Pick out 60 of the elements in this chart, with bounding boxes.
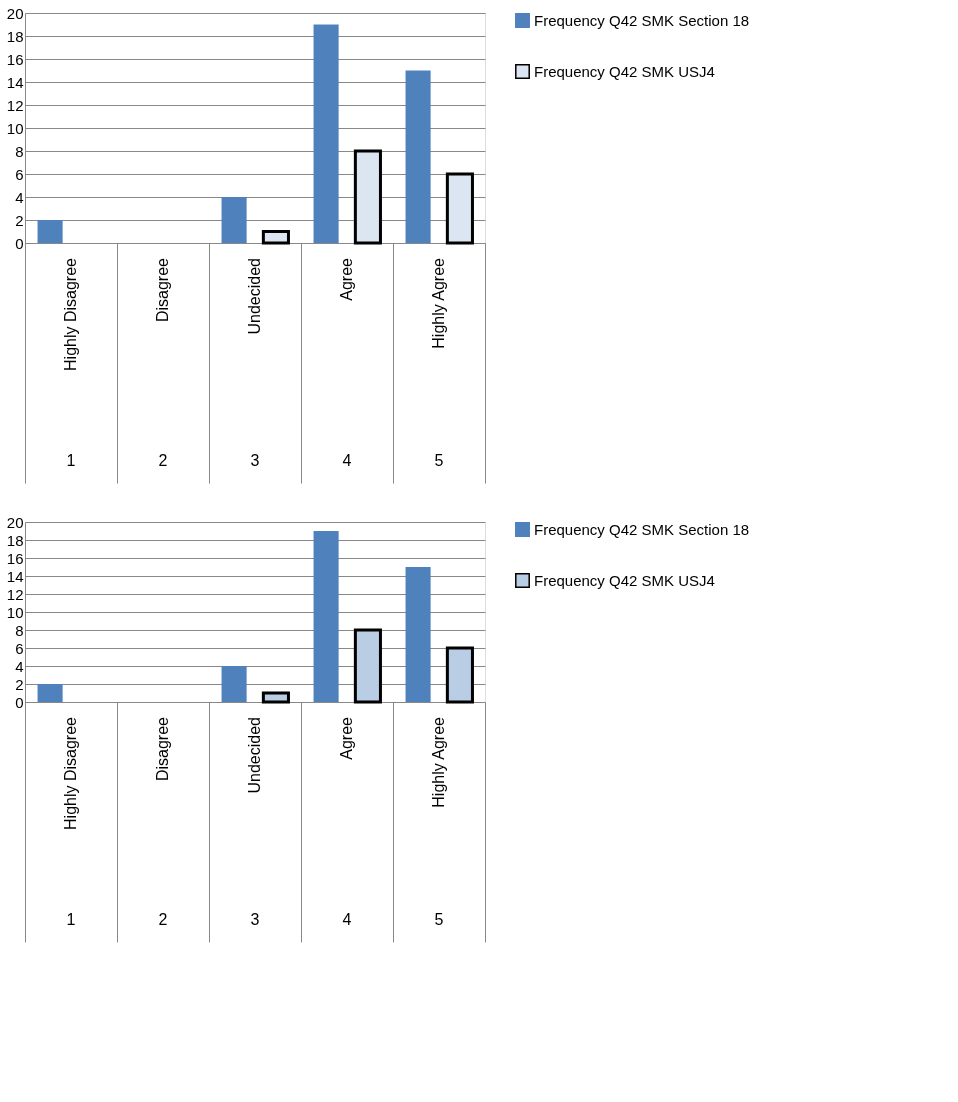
y-tick-label: 20 (6, 4, 24, 22)
bar (313, 24, 339, 243)
x-tick-label: Disagree (154, 257, 171, 323)
y-tick-label: 0 (15, 693, 24, 711)
text: 2 (158, 452, 168, 469)
bar (405, 567, 431, 702)
text: 4 (342, 911, 352, 928)
text: 3 (250, 452, 260, 469)
bar (353, 628, 382, 704)
y-tick-label: 12 (6, 96, 24, 114)
y-tick-label: 10 (6, 603, 24, 621)
y-tick-label: 6 (15, 639, 24, 657)
y-tick-label: 20 (6, 513, 24, 531)
bar (445, 646, 474, 704)
x-tick-label: Disagree (154, 716, 171, 782)
bar (261, 691, 290, 704)
x-tick-label: Highly Disagree (62, 257, 79, 371)
y-tick-label: 8 (15, 142, 24, 160)
bar (353, 149, 382, 245)
legend-label: Frequency Q42 SMK USJ4 (534, 571, 715, 589)
bar (261, 230, 290, 245)
x-tick-label: Highly Disagree (62, 716, 79, 830)
bar (313, 531, 339, 702)
text: 4 (342, 452, 352, 469)
y-tick-label: 16 (6, 50, 24, 68)
y-tick-label: 14 (6, 567, 24, 585)
x-tick-label: Highly Agree (430, 716, 447, 808)
legend-label: Frequency Q42 SMK Section 18 (534, 520, 750, 538)
bar (37, 220, 63, 243)
y-tick-label: 0 (15, 234, 24, 252)
y-tick-label: 2 (15, 211, 24, 229)
bar (221, 197, 247, 243)
y-tick-label: 4 (15, 188, 24, 206)
legend-label: Frequency Q42 SMK Section 18 (534, 11, 750, 29)
x-tick-label: Undecided (246, 258, 263, 335)
y-tick-label: 2 (15, 675, 24, 693)
x-tick-label: Highly Agree (430, 257, 447, 349)
y-tick-label: 18 (6, 531, 24, 549)
bar (221, 666, 247, 702)
bar (405, 70, 431, 243)
x-tick-label: Undecided (246, 717, 263, 794)
y-tick-label: 6 (15, 165, 24, 183)
text: 3 (250, 911, 260, 928)
y-tick-label: 4 (15, 657, 24, 675)
bar (37, 684, 63, 702)
y-tick-label: 10 (6, 119, 24, 137)
y-tick-label: 8 (15, 621, 24, 639)
y-tick-label: 12 (6, 585, 24, 603)
x-tick-label: Agree (338, 257, 355, 301)
y-tick-label: 16 (6, 549, 24, 567)
text: 1 (66, 911, 76, 928)
text: 5 (434, 452, 444, 469)
bar (445, 172, 474, 245)
text: 5 (434, 911, 444, 928)
text: 2 (158, 911, 168, 928)
text: 1 (66, 452, 76, 469)
x-tick-label: Agree (338, 716, 355, 760)
y-tick-label: 14 (6, 73, 24, 91)
y-tick-label: 18 (6, 27, 24, 45)
legend-label: Frequency Q42 SMK USJ4 (534, 62, 715, 80)
